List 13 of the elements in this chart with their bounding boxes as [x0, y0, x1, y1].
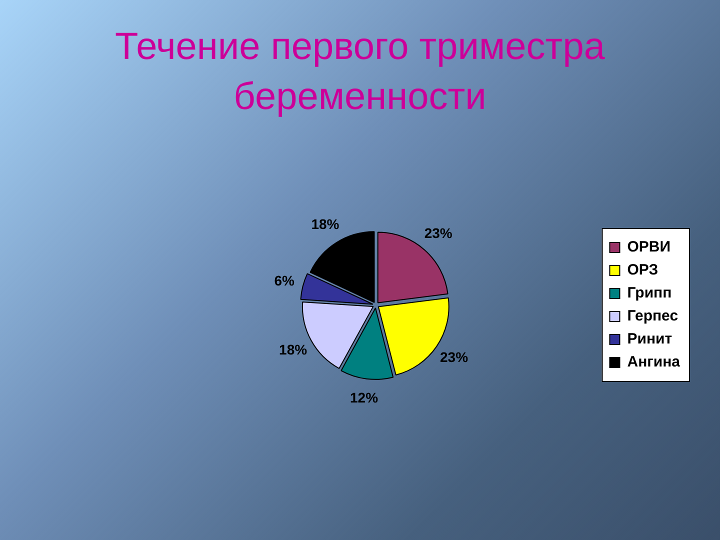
- legend-label: ОРВИ: [627, 238, 671, 256]
- data-label: 18%: [279, 341, 308, 358]
- legend-label: Ангина: [627, 354, 681, 371]
- legend-label: Грипп: [627, 284, 672, 302]
- data-label: 23%: [424, 224, 453, 241]
- data-label: 6%: [274, 272, 296, 288]
- legend-label: ОРЗ: [627, 262, 658, 279]
- data-label: 18%: [311, 216, 340, 232]
- data-label: 23%: [440, 348, 469, 365]
- chart-title: Течение первого триместра беременности: [114, 25, 606, 120]
- legend-label: Ринит: [627, 330, 672, 348]
- legend-label: Герпес: [627, 308, 678, 325]
- data-label: 12%: [350, 390, 379, 406]
